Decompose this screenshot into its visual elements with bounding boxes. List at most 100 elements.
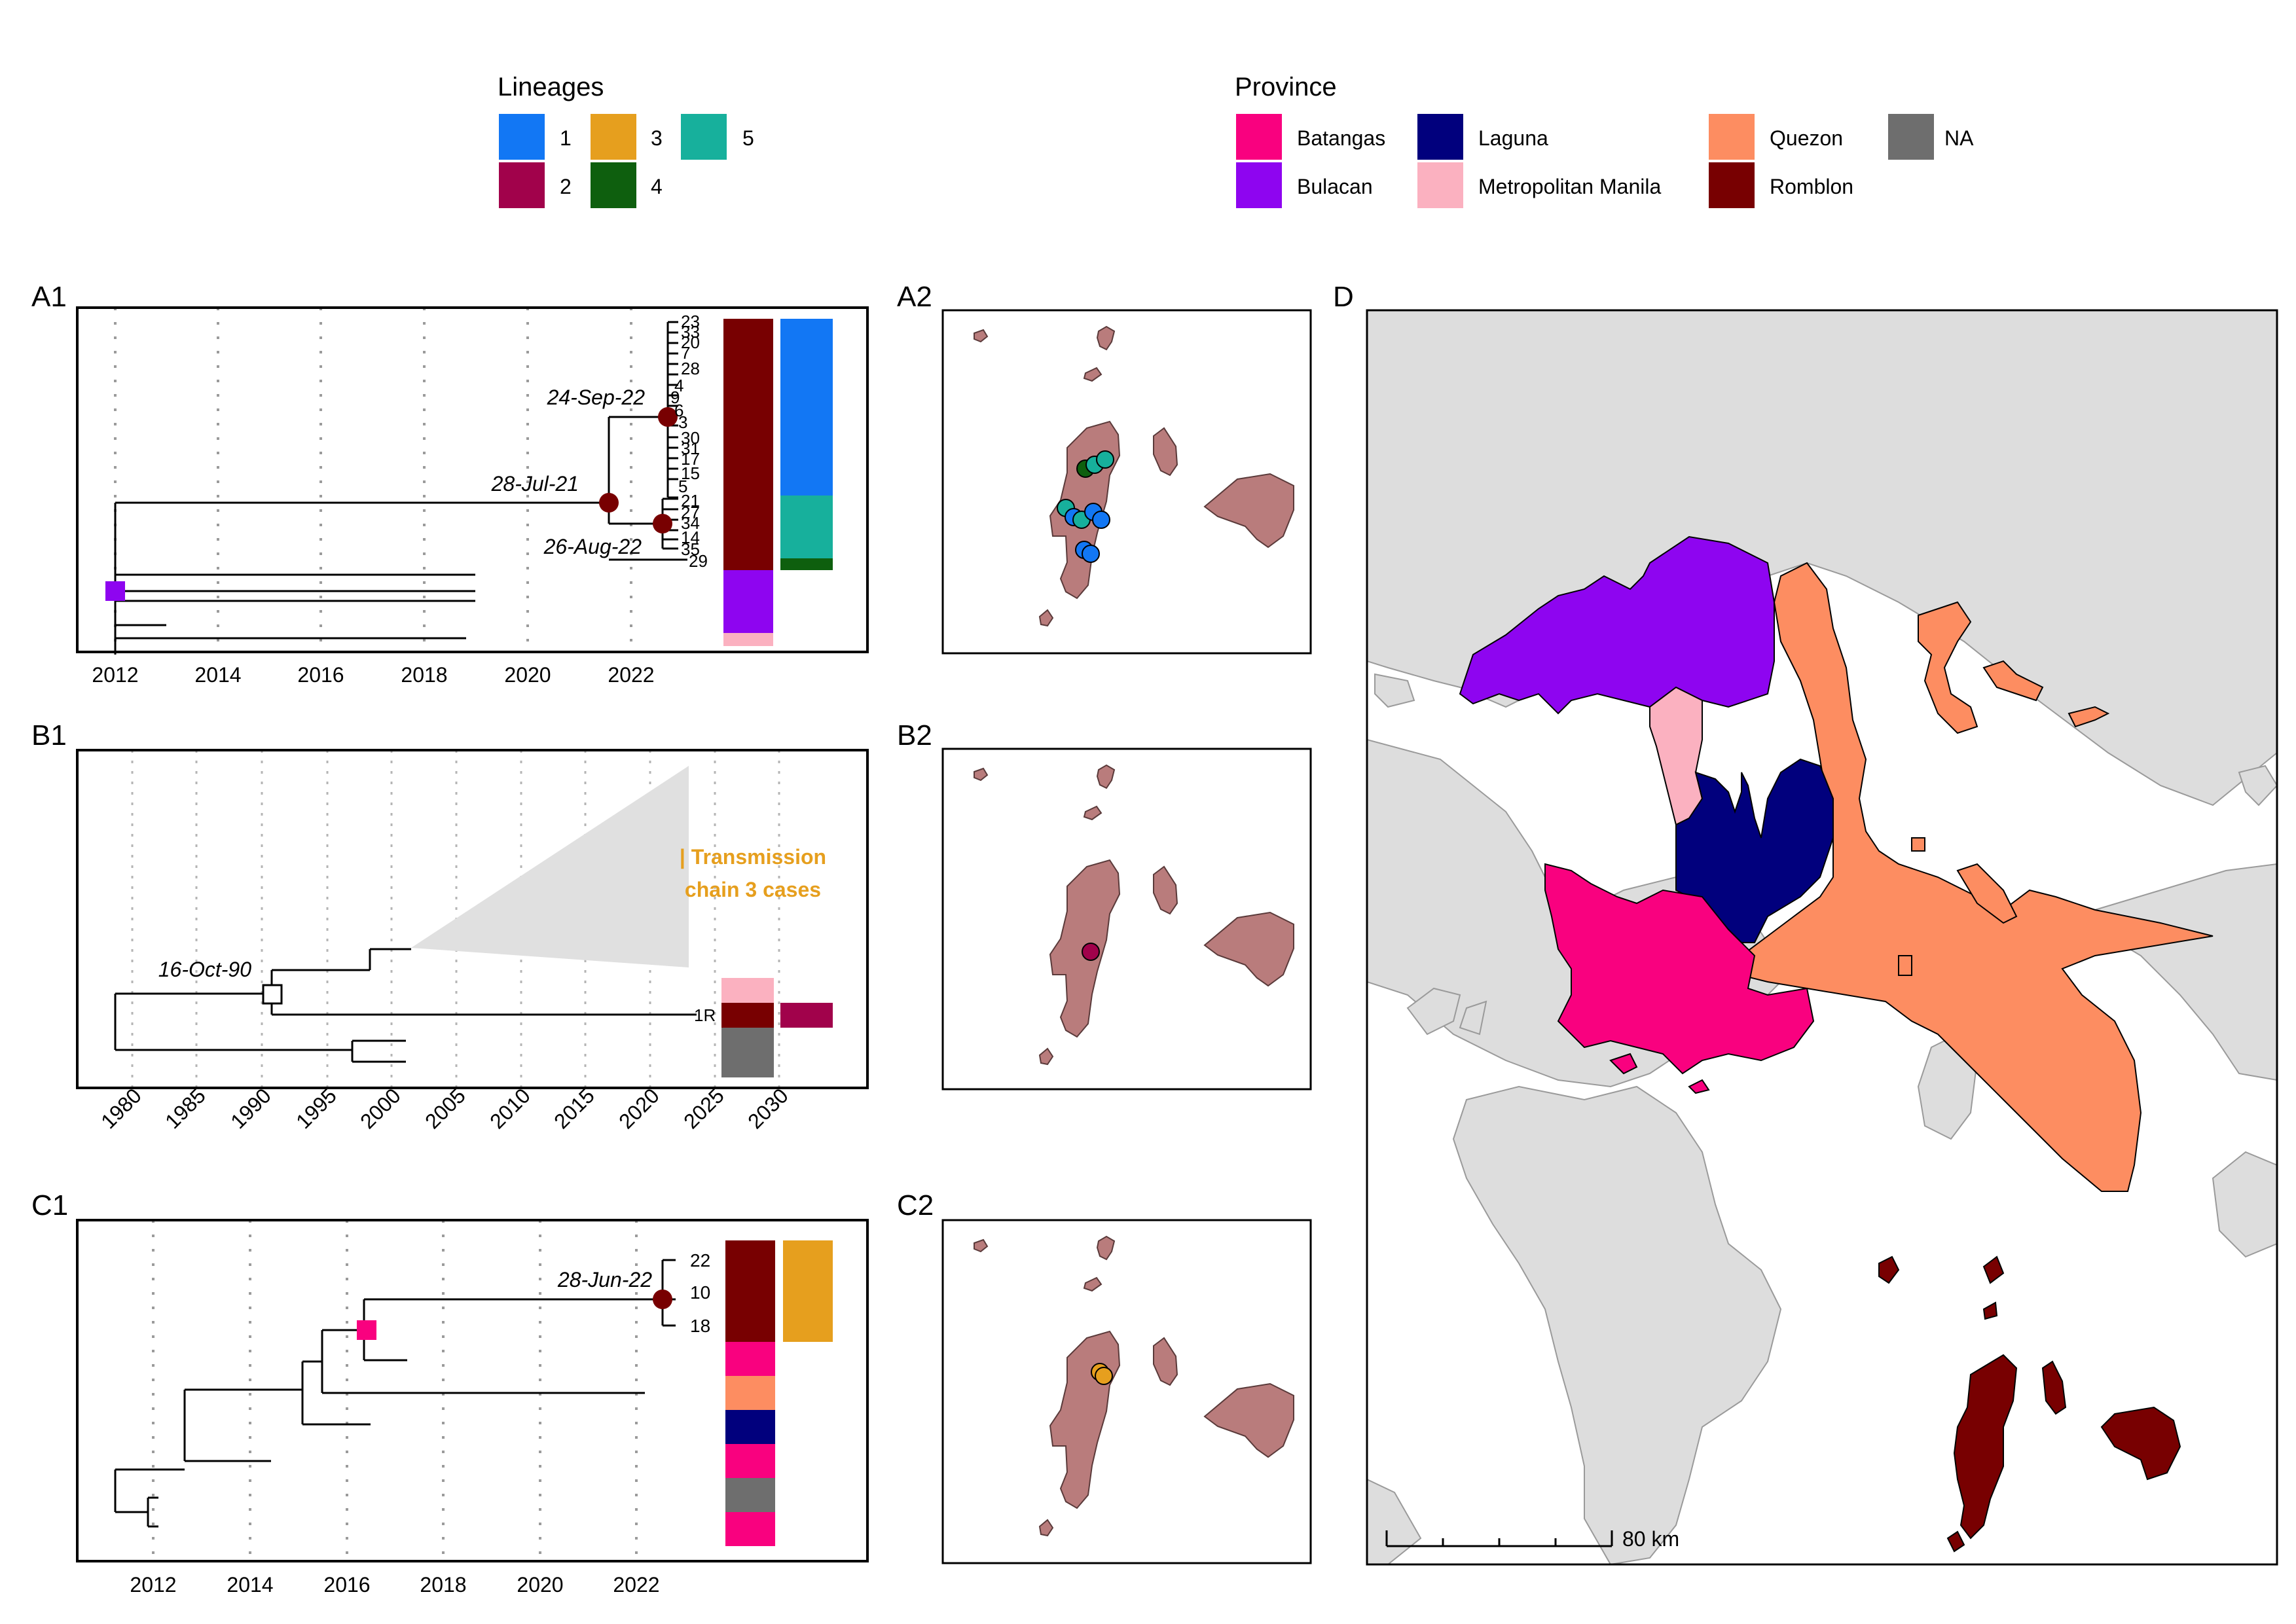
c1-tick-2022: 2022 (613, 1573, 659, 1597)
legend-province-swatch-manila (1417, 162, 1463, 208)
a1-node-24sep22 (658, 407, 678, 427)
c1-province-bar-quezon (725, 1376, 775, 1410)
panel-label-a1: A1 (31, 281, 67, 313)
province-quezon-island3 (2068, 706, 2110, 728)
panel-c2-map (941, 1219, 1312, 1564)
a1-tip-15: 15 (681, 463, 700, 483)
b1-tick-2015: 2015 (549, 1083, 599, 1133)
province-romblon-tablas (1953, 1354, 2018, 1540)
panel-label-a2: A2 (897, 281, 932, 313)
a1-tip-7: 7 (681, 343, 690, 363)
a1-province-bar-romblon (723, 319, 773, 570)
legend-lineage-label-4: 4 (651, 175, 663, 198)
b1-tick-1995: 1995 (291, 1083, 341, 1133)
a1-tip-30: 30 (681, 428, 700, 448)
a1-node-label-26aug22: 26-Aug-22 (543, 535, 642, 558)
b1-tick-1980: 1980 (96, 1083, 146, 1133)
c1-tick-2012: 2012 (130, 1573, 176, 1597)
a1-tip-20: 20 (681, 333, 700, 352)
b1-clade-text-line1: | Transmission (680, 845, 826, 869)
d-map-frame (1366, 309, 2278, 1566)
province-romblon-islet4 (1946, 1530, 1965, 1553)
legend-lineage-label-3: 3 (651, 126, 663, 150)
legend-lineage-swatch-5 (681, 114, 727, 160)
a1-tick-2016: 2016 (297, 663, 344, 687)
a1-province-bar-bulacan (723, 570, 773, 633)
a1-tip-5: 5 (678, 477, 687, 496)
b1-node-label-16oct90: 16-Oct-90 (158, 958, 251, 981)
b1-plot-frame (76, 749, 869, 1089)
c1-tip-10: 10 (690, 1282, 710, 1303)
legend-lineage-swatch-1 (499, 114, 545, 160)
panel-label-c2: C2 (897, 1189, 934, 1221)
panel-label-b1: B1 (31, 719, 67, 751)
c1-province-bar-romblon (725, 1240, 775, 1342)
d-scale-bar (1385, 1530, 1613, 1547)
province-romblon-islet3 (1982, 1301, 1998, 1320)
province-romblon-sibuyan (2100, 1406, 2181, 1481)
a1-tip-31: 31 (681, 439, 700, 458)
legend-province-title: Province (1235, 73, 1337, 101)
panel-label-b2: B2 (897, 719, 932, 751)
a1-node-26aug22 (653, 514, 672, 533)
a1-tip-27: 27 (681, 503, 700, 522)
legend-province-swatch-laguna (1417, 114, 1463, 160)
c1-node-batangas (357, 1320, 376, 1340)
b1-collapsed-clade (411, 766, 689, 967)
b1-province-bar-romblon (721, 1003, 774, 1028)
legend-province-swatch-batangas (1236, 114, 1282, 160)
a1-tip-21: 21 (681, 491, 700, 511)
a1-root-node (105, 581, 125, 601)
a1-tip-28: 28 (681, 359, 700, 378)
a1-tip-14: 14 (681, 528, 700, 547)
a1-tick-2022: 2022 (608, 663, 654, 687)
legend-lineages: Lineages 1 2 3 4 5 (498, 73, 754, 208)
b1-tick-2020: 2020 (614, 1083, 664, 1133)
a1-tip-34: 34 (681, 513, 700, 533)
a1-node-label-24sep22: 24-Sep-22 (547, 386, 646, 409)
c1-plot-frame (76, 1219, 869, 1562)
a1-tick-2012: 2012 (92, 663, 138, 687)
a1-tip-23: 23 (681, 312, 700, 331)
province-romblon-islet2 (1982, 1255, 2005, 1284)
b1-province-bar-na (721, 1028, 774, 1077)
b1-tick-2025: 2025 (679, 1083, 729, 1133)
panel-b2-map (941, 748, 1312, 1091)
b1-tick-2010: 2010 (485, 1083, 535, 1133)
a1-tip-35: 35 (681, 539, 700, 559)
legend-lineage-swatch-4 (591, 162, 636, 208)
c1-province-bar-batangas-2 (725, 1444, 775, 1478)
b1-node-16oct90 (262, 984, 283, 1005)
panel-c1-tree: 28-Jun-22 22 10 18 2012 2014 2016 2018 2… (76, 1219, 869, 1597)
province-batangas-islet (1609, 1053, 1638, 1075)
legend-lineage-swatch-3 (591, 114, 636, 160)
c1-tick-2020: 2020 (517, 1573, 563, 1597)
panel-d-map: 80 km (1366, 309, 2278, 1566)
a1-plot-frame (76, 306, 869, 653)
province-quezon (1741, 562, 2214, 1192)
c1-province-bar-batangas-1 (725, 1342, 775, 1376)
panel-b1-tree: | Transmission chain 3 cases 16-Oct-90 1… (76, 749, 869, 1133)
a1-tip-17: 17 (681, 449, 700, 469)
province-quezon-island5 (1911, 837, 1925, 852)
legend-lineage-label-1: 1 (560, 126, 572, 150)
b1-tick-2005: 2005 (420, 1083, 470, 1133)
a1-tip-29: 29 (689, 551, 708, 571)
c1-tick-2016: 2016 (323, 1573, 370, 1597)
legend-province-swatch-bulacan (1236, 162, 1282, 208)
c1-lineage-bar-3 (783, 1240, 833, 1342)
legend-lineages-title: Lineages (498, 73, 604, 101)
legend-lineage-label-2: 2 (560, 175, 572, 198)
province-romblon-islet1 (1878, 1255, 1900, 1284)
legend-province-swatch-romblon (1709, 162, 1755, 208)
b1-province-bar-manila (721, 978, 774, 1003)
b1-tick-2030: 2030 (743, 1083, 793, 1133)
province-batangas (1544, 863, 1815, 1075)
a1-tick-2014: 2014 (194, 663, 241, 687)
c1-tick-2018: 2018 (420, 1573, 466, 1597)
legend-province-label-manila: Metropolitan Manila (1478, 175, 1661, 198)
a1-tip-4: 4 (674, 376, 683, 395)
c1-tip-22: 22 (690, 1250, 710, 1271)
legend-lineage-swatch-2 (499, 162, 545, 208)
province-romblon-romblon (2041, 1360, 2067, 1415)
